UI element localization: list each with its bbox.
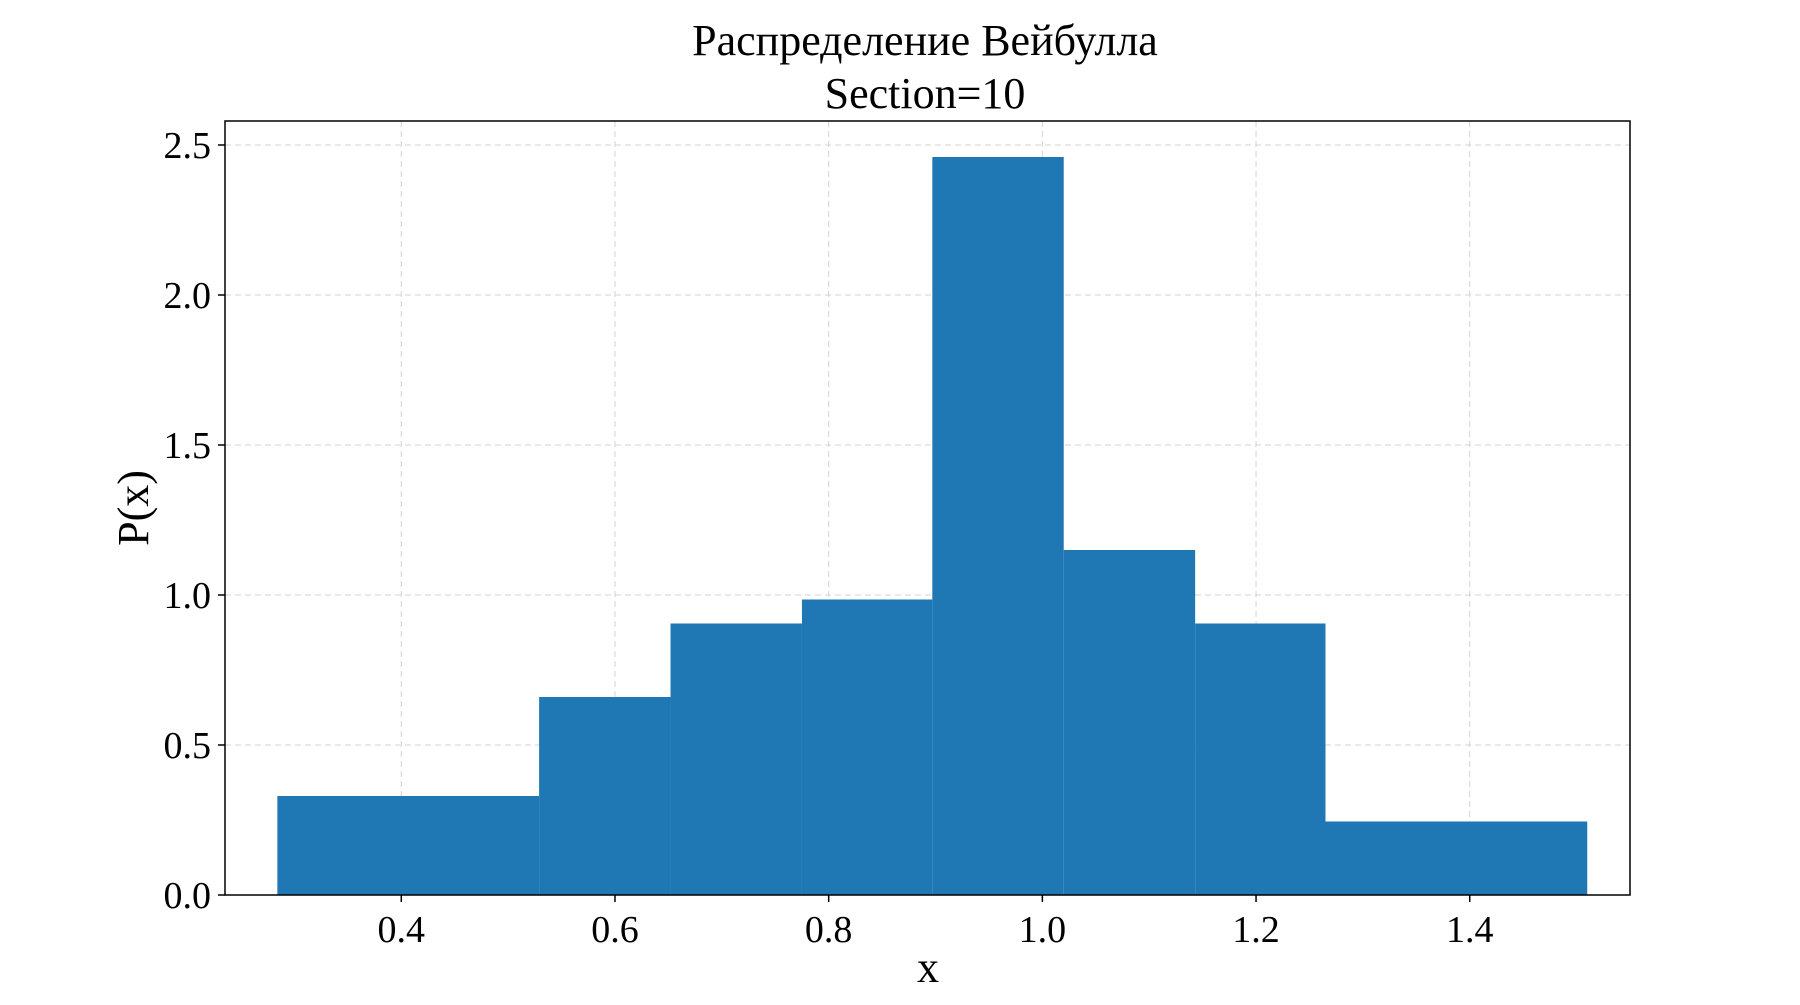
histogram-bar bbox=[539, 697, 671, 895]
y-tick-label: 2.5 bbox=[164, 125, 212, 167]
y-tick-label: 0.5 bbox=[164, 725, 212, 767]
x-axis-label: x bbox=[917, 943, 939, 992]
histogram-bar bbox=[1063, 550, 1196, 895]
y-tick-label: 0.0 bbox=[164, 875, 212, 917]
histogram-bar bbox=[670, 623, 802, 895]
histogram-bar bbox=[277, 796, 540, 895]
x-tick-label: 1.2 bbox=[1232, 909, 1280, 951]
histogram-bar bbox=[1195, 623, 1326, 895]
histogram-bar bbox=[932, 157, 1064, 895]
chart-title: Распределение Вейбулла bbox=[692, 16, 1158, 65]
x-tick-label: 0.6 bbox=[591, 909, 639, 951]
plot-frame bbox=[224, 120, 1631, 896]
x-tick-label: 0.4 bbox=[378, 909, 426, 951]
bars-layer bbox=[277, 157, 1588, 895]
y-tick-label: 1.5 bbox=[164, 425, 212, 467]
x-tick-label: 1.0 bbox=[1019, 909, 1067, 951]
y-tick-label: 1.0 bbox=[164, 575, 212, 617]
y-axis-ticks: 0.0 0.5 1.0 1.5 2.0 2.5 bbox=[164, 125, 225, 917]
x-tick-label: 0.8 bbox=[805, 909, 853, 951]
y-tick-label: 2.0 bbox=[164, 275, 212, 317]
x-axis-ticks: 0.4 0.6 0.8 1.0 1.2 1.4 bbox=[378, 895, 1494, 951]
chart-subtitle: Section=10 bbox=[825, 69, 1026, 118]
x-tick-label: 1.4 bbox=[1446, 909, 1494, 951]
histogram-bar bbox=[1325, 821, 1588, 895]
y-axis-label: P(x) bbox=[109, 470, 158, 546]
histogram-bar bbox=[801, 599, 933, 895]
